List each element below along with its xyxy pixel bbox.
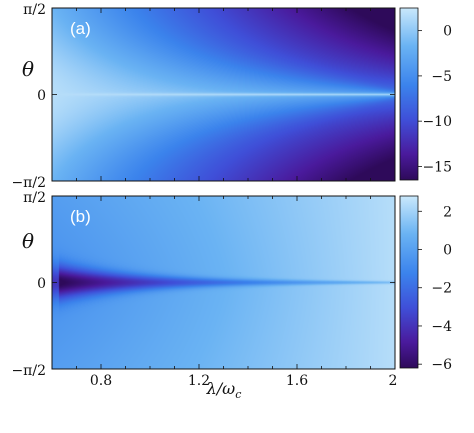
colorbar-tick-label: 0 xyxy=(443,243,452,259)
colorbar-b-ticks: 2 0 −2 −4 −6 xyxy=(418,204,452,373)
colorbar-tick-label: −6 xyxy=(431,357,452,373)
panel-b-ticks xyxy=(51,195,396,370)
colorbar-tick-label: 2 xyxy=(443,204,452,220)
panel-b-ytick-bot: −π/2 xyxy=(11,363,46,379)
panel-a-ytick-top: π/2 xyxy=(23,2,46,18)
panel-b-ytick-mid: 0 xyxy=(37,276,46,292)
heatmap-b xyxy=(52,196,395,369)
x-tick-label: 1.6 xyxy=(286,373,308,389)
panel-a-ylabel: θ xyxy=(22,57,34,81)
x-tick-label: 1.2 xyxy=(188,373,210,389)
colorbar-tick-label: −15 xyxy=(422,159,452,175)
panel-a-ticks xyxy=(51,7,396,182)
x-tick-label: 0.8 xyxy=(90,373,112,389)
colorbar-tick-label: −2 xyxy=(431,281,452,297)
panel-b-ytick-top: π/2 xyxy=(23,190,46,206)
x-tick-label: 2 xyxy=(389,373,398,389)
x-tick-labels: 0.8 1.2 1.6 2 xyxy=(90,373,398,389)
colorbar-tick-label: −10 xyxy=(422,114,452,130)
panel-a: (a) π/2 0 −π/2 θ 0 −5 −10 −15 xyxy=(11,2,452,191)
colorbar-b xyxy=(399,195,419,369)
panel-b-label: (b) xyxy=(70,207,91,226)
colorbar-tick-label: −4 xyxy=(431,319,452,335)
panel-b-ylabel: θ xyxy=(22,229,34,253)
panel-a-label: (a) xyxy=(70,19,91,38)
colorbar-a xyxy=(399,7,419,181)
panel-a-ytick-mid: 0 xyxy=(37,88,46,104)
colorbar-tick-label: −5 xyxy=(431,69,452,85)
colorbar-a-ticks: 0 −5 −10 −15 xyxy=(418,24,452,175)
colorbar-tick-label: 0 xyxy=(443,24,452,40)
panel-a-ytick-bot: −π/2 xyxy=(11,175,46,191)
x-axis-label: λ/ωc xyxy=(206,379,242,401)
panel-b: (b) π/2 0 −π/2 θ 0.8 1.2 1.6 2 λ/ωc 2 0 −2 −4 −… xyxy=(11,190,452,401)
heatmap-a xyxy=(52,8,395,181)
